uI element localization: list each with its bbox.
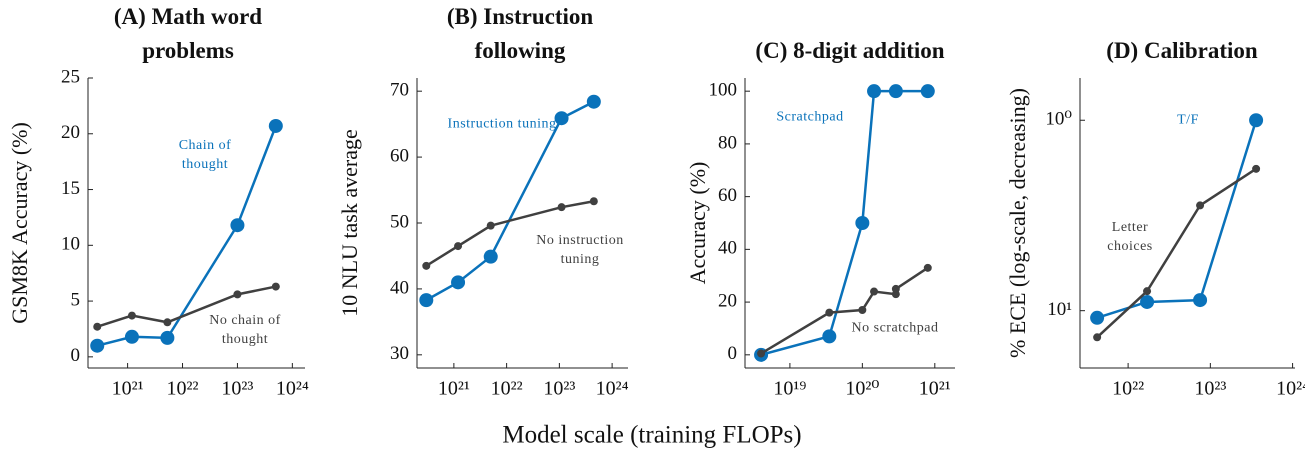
data-point	[888, 84, 903, 99]
series-label: Scratchpad	[776, 109, 844, 125]
data-point	[1196, 201, 1205, 210]
y-tick-label: 30	[390, 343, 409, 364]
panel-title: (B) Instruction following	[446, 4, 594, 63]
y-tick-label: 10¹	[1047, 299, 1072, 320]
data-point	[90, 338, 105, 353]
y-tick-label: 40	[718, 238, 737, 259]
data-point	[891, 284, 900, 293]
y-tick-label: 100	[709, 80, 738, 101]
series-label: No chain of thought	[209, 313, 281, 347]
x-tick-label: 10²²	[167, 378, 199, 400]
series-label: T/F	[1177, 112, 1199, 128]
data-point	[160, 330, 175, 345]
x-tick-label: 10²³	[221, 378, 253, 400]
y-tick-label: 25	[61, 66, 80, 87]
series-line	[1096, 119, 1258, 319]
y-tick-label: 70	[390, 80, 409, 101]
y-tick-label: 60	[390, 145, 409, 166]
x-tick-label: 10²¹	[919, 378, 951, 400]
data-point	[1143, 287, 1152, 296]
x-tick-label: 10²²	[1112, 378, 1144, 400]
series-line	[1096, 167, 1257, 339]
data-point	[486, 221, 495, 230]
data-point	[855, 216, 870, 230]
x-tick-label: 10²⁴	[1276, 378, 1305, 400]
data-point	[1093, 333, 1102, 342]
y-tick-label: 50	[390, 211, 409, 232]
y-tick-label: 20	[61, 122, 80, 143]
series-label: Instruction tuning	[447, 116, 557, 132]
data-point	[483, 249, 498, 264]
y-tick-label: 60	[718, 185, 737, 206]
data-point	[586, 94, 601, 109]
data-point	[127, 311, 136, 320]
y-tick-label: 0	[71, 345, 81, 366]
series-label: Chain of thought	[178, 138, 232, 172]
y-tick-label: 10⁰	[1045, 109, 1072, 130]
data-point	[93, 322, 102, 331]
x-tick-label: 10²³	[1194, 378, 1226, 400]
x-axis-label: Model scale (training FLOPs)	[502, 422, 801, 449]
data-point	[454, 242, 463, 251]
data-point	[233, 290, 242, 299]
x-tick-label: 10²¹	[112, 378, 144, 400]
y-axis-label: % ECE (log-scale, decreasing)	[1005, 88, 1030, 358]
y-tick-label: 40	[390, 277, 409, 298]
y-tick-label: 15	[61, 178, 80, 199]
data-point	[419, 293, 434, 308]
x-tick-label: 10²⁴	[276, 378, 309, 400]
x-tick-label: 10²⁰	[845, 378, 879, 400]
data-point	[867, 84, 882, 99]
panel-title: (D) Calibration	[1106, 38, 1258, 63]
x-tick-label: 10¹⁹	[773, 378, 806, 400]
y-tick-label: 10	[61, 234, 80, 255]
data-point	[230, 218, 245, 233]
data-point	[268, 118, 283, 133]
y-tick-label: 0	[728, 343, 738, 364]
series-label: No instruction tuning	[536, 233, 624, 267]
y-axis-label: 10 NLU task average	[337, 129, 362, 317]
data-point	[920, 84, 935, 99]
data-point	[163, 318, 172, 327]
data-point	[554, 111, 569, 126]
data-point	[825, 308, 834, 317]
series-line	[760, 89, 928, 357]
data-point	[1193, 293, 1208, 308]
data-point	[858, 306, 867, 314]
data-point	[1252, 164, 1261, 173]
data-point	[757, 349, 766, 358]
data-point	[451, 275, 466, 290]
x-tick-label: 10²¹	[438, 378, 470, 400]
data-point	[422, 261, 431, 270]
data-point	[124, 329, 139, 344]
data-point	[1249, 113, 1264, 128]
x-tick-label: 10²²	[491, 378, 523, 400]
data-point	[557, 203, 566, 212]
series-label: No scratchpad	[851, 320, 939, 336]
x-tick-label: 10²³	[543, 378, 575, 400]
y-axis-label: GSM8K Accuracy (%)	[7, 122, 32, 324]
y-axis-label: Accuracy (%)	[685, 162, 710, 285]
data-point	[923, 263, 932, 272]
data-point	[870, 287, 879, 296]
data-point	[1140, 294, 1155, 309]
y-tick-label: 20	[718, 290, 737, 311]
data-point	[822, 329, 837, 344]
data-point	[1090, 310, 1105, 325]
series-label: Letter choices	[1107, 220, 1153, 254]
panel-title: (C) 8-digit addition	[755, 38, 945, 63]
panel-title: (A) Math word problems	[113, 4, 263, 63]
x-tick-label: 10²⁴	[596, 378, 629, 400]
y-tick-label: 80	[718, 132, 737, 153]
data-point	[589, 197, 598, 206]
y-tick-label: 5	[71, 289, 81, 310]
data-point	[271, 282, 280, 291]
